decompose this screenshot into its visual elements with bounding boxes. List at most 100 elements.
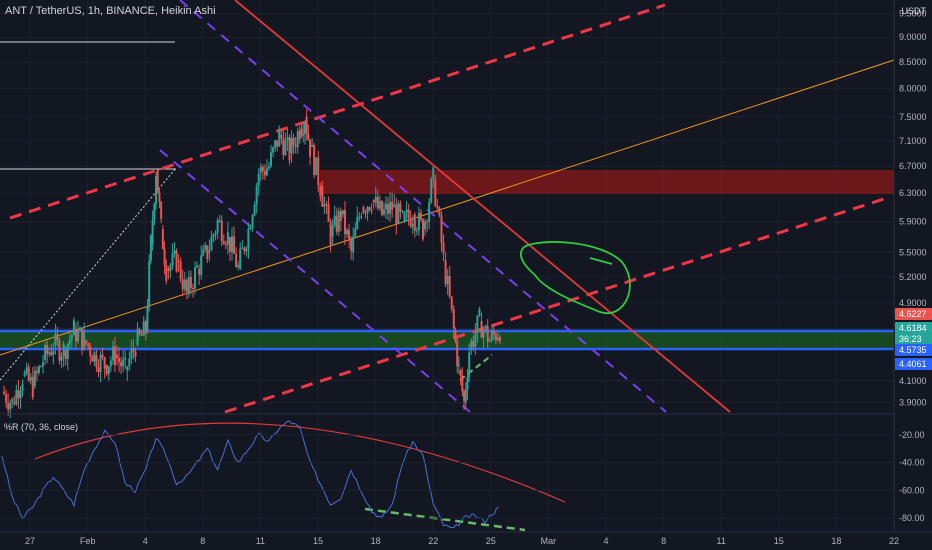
candle-body (3, 391, 6, 395)
candle-body (200, 255, 203, 275)
candle-body (124, 357, 127, 360)
price-tick-label: 4.9000 (899, 298, 927, 308)
candle-body (368, 207, 371, 211)
candle-body (161, 229, 164, 250)
candle-body (374, 196, 377, 203)
candle-body (470, 340, 473, 350)
time-tick-label: 18 (371, 536, 381, 546)
candle-body (140, 334, 143, 336)
candle-body (496, 337, 499, 341)
red-dashed-channel-upper (9, 3, 666, 220)
time-tick-label: Mar (541, 536, 557, 546)
candle-body (337, 211, 340, 232)
candle-body (263, 171, 266, 176)
candle-body (417, 212, 420, 231)
candle-body (391, 202, 394, 210)
candle-body (44, 345, 47, 360)
time-axis[interactable]: 27 Feb 4 8 11 15 18 22 25 Mar 4 8 11 15 18 22 (25, 536, 899, 546)
candle-body (68, 339, 71, 344)
price-tick-label: 8.0000 (899, 84, 927, 94)
candle-body (142, 321, 145, 336)
candle-body (315, 157, 318, 176)
price-tick-label: 8.5000 (899, 57, 927, 67)
candle-body (146, 307, 149, 331)
candle-body (424, 221, 427, 230)
candle-body (313, 145, 316, 176)
candle-body (111, 346, 114, 361)
candle-body (107, 366, 110, 375)
candle-body (257, 173, 260, 186)
candle-body (341, 210, 344, 215)
candle-body (350, 239, 353, 251)
candle-body (454, 330, 457, 342)
time-tick-label: 4 (143, 536, 148, 546)
candle-body (395, 204, 398, 224)
candle-body (95, 354, 98, 368)
candle-body (278, 128, 281, 147)
candle-body (494, 334, 497, 341)
candle-body (290, 137, 293, 154)
candle-body (472, 340, 475, 347)
candle-body (40, 366, 43, 368)
candle-body (362, 207, 365, 213)
candle-body (385, 203, 388, 210)
candle-body (144, 321, 147, 334)
green-dashed-support-price (459, 354, 493, 381)
candle-body (17, 390, 20, 399)
osc-tick-label: -60.00 (899, 485, 925, 495)
candle-body (27, 367, 30, 381)
candle-body (42, 362, 45, 367)
candle-body (413, 214, 416, 231)
candle-body (25, 367, 28, 374)
candle-body (440, 215, 443, 243)
candle-body (158, 192, 161, 203)
candle-body (11, 398, 14, 403)
candle-body (280, 134, 283, 139)
price-axis: 3.9000 4.1000 4.9000 5.2000 5.5000 5.9000 6.30… (899, 9, 927, 408)
candle-body (118, 357, 121, 363)
price-tick-label: 3.9000 (899, 398, 927, 408)
candle-body (421, 219, 424, 240)
candle-body (202, 249, 205, 256)
price-badge-label: 4.6184 (899, 323, 927, 333)
candle-body (482, 329, 485, 338)
candle-body (163, 249, 166, 265)
candle-body (464, 389, 467, 403)
candle-body (177, 260, 180, 262)
price-badge (895, 322, 932, 334)
candle-body (380, 200, 383, 215)
candle-body (60, 356, 63, 361)
time-tick-label: 22 (889, 536, 899, 546)
time-tick-label: 11 (717, 536, 726, 546)
candle-body (430, 179, 433, 203)
candle-body (438, 207, 441, 216)
candle-body (348, 230, 351, 240)
green-circle-annotation (519, 241, 631, 315)
candle-body (91, 356, 94, 362)
candle-body (259, 166, 262, 173)
candle-body (83, 331, 86, 350)
oscillator-pane (0, 420, 894, 529)
candle-body (208, 250, 211, 253)
candle-body (300, 128, 303, 136)
osc-tick-label: -80.00 (899, 513, 925, 523)
candle-body (354, 228, 357, 237)
candle-body (194, 267, 197, 289)
candle-body (235, 253, 238, 268)
time-tick-label: 25 (486, 536, 496, 546)
candle-body (270, 152, 273, 167)
candle-body (72, 320, 75, 336)
candle-body (15, 390, 18, 405)
candle-body (366, 207, 369, 214)
candle-body (478, 308, 481, 316)
candle-body (399, 203, 402, 212)
candle-body (292, 137, 295, 146)
candle-body (126, 366, 129, 371)
candle-body (120, 362, 123, 367)
candle-body (212, 234, 215, 237)
candle-body (179, 261, 182, 280)
candle-body (56, 333, 59, 341)
candle-body (165, 264, 168, 282)
candle-body (442, 242, 445, 254)
